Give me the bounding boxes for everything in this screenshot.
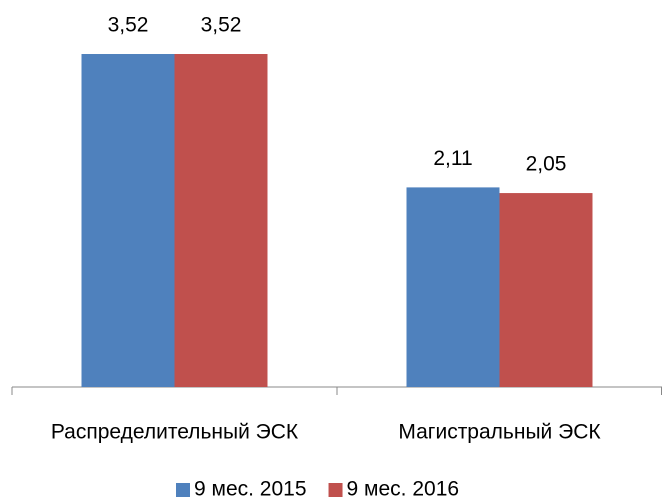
legend-label: 9 мес. 2016 bbox=[347, 478, 460, 501]
bar bbox=[499, 193, 593, 387]
legend-swatch bbox=[176, 483, 190, 497]
value-label: 2,05 bbox=[526, 153, 567, 176]
legend-swatch bbox=[328, 483, 343, 497]
bar bbox=[81, 54, 175, 388]
value-label: 2,11 bbox=[433, 147, 472, 170]
value-label: 3,52 bbox=[108, 14, 149, 37]
value-label: 3,52 bbox=[201, 14, 242, 37]
bar bbox=[406, 187, 500, 387]
bar bbox=[174, 54, 268, 388]
x-tick-label: Распределительный ЭСК bbox=[51, 421, 299, 444]
x-tick-label: Магистральный ЭСК bbox=[398, 421, 601, 444]
legend-label: 9 мес. 2015 bbox=[194, 478, 307, 501]
